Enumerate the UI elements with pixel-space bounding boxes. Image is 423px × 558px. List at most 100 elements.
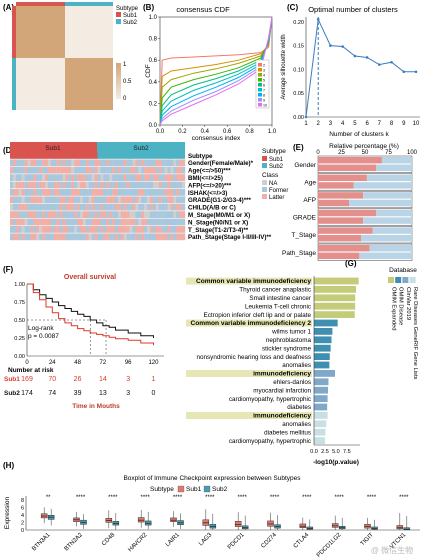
d-cell xyxy=(176,181,180,189)
panel-h-legend-sub2: Sub2 xyxy=(212,486,228,493)
d-cell xyxy=(65,174,69,181)
d-cell xyxy=(39,196,43,204)
d-cell xyxy=(77,159,81,167)
c-ytick-label: 0.10 xyxy=(293,67,304,73)
e-category-label: Path_Stage xyxy=(282,250,316,257)
d-cell xyxy=(88,203,92,211)
d-cell xyxy=(74,203,78,211)
b-ytick-label: 0.6 xyxy=(149,58,158,64)
enrichment-term-label: nonsyndromic hearing loss and deafness xyxy=(197,354,311,361)
d-cell xyxy=(80,166,84,174)
risk-value: 39 xyxy=(74,390,82,397)
d-cell xyxy=(91,189,95,196)
d-cell xyxy=(21,218,25,226)
d-cell xyxy=(33,174,37,181)
d-cell xyxy=(115,203,119,211)
box-Sub1-PDCD1 xyxy=(234,521,242,527)
risk-value: 169 xyxy=(21,376,33,383)
significance-mark: **** xyxy=(205,495,215,501)
d-cell xyxy=(158,174,162,181)
silhouette-point-k6 xyxy=(365,56,369,59)
d-cell xyxy=(77,196,81,204)
e-bar-latter xyxy=(318,192,364,199)
d-cell xyxy=(45,203,49,211)
d-cell xyxy=(123,181,127,189)
d-cell xyxy=(74,189,78,196)
d-cell xyxy=(77,233,81,241)
silhouette-point-k7 xyxy=(378,63,381,66)
d-cell xyxy=(112,159,116,167)
panel-c: (C) Optimal number of clusters 1 2 3 4 5 6 7 8 9… xyxy=(281,3,420,138)
d-cell xyxy=(135,233,139,241)
d-cell xyxy=(82,233,87,241)
d-cell xyxy=(59,159,63,167)
d-cell xyxy=(15,233,19,241)
d-cell xyxy=(82,218,87,226)
d-cell xyxy=(71,203,75,211)
d-cell xyxy=(100,189,104,196)
e-bar-latter xyxy=(318,199,350,207)
d-cell xyxy=(117,218,122,226)
panel-f-label: (F) xyxy=(3,265,14,274)
d-cell xyxy=(144,196,148,204)
d-cell xyxy=(100,181,104,189)
d-cell xyxy=(62,174,66,181)
d-cell xyxy=(117,166,122,174)
d-cell xyxy=(24,166,28,174)
d-cell xyxy=(30,226,34,233)
b-legend-swatch-8 xyxy=(258,93,262,97)
d-cell xyxy=(33,218,37,226)
panel-g: (G) Common variable immunodeficiency Thyr… xyxy=(186,259,418,466)
panel-h-gene-labels: BTN3A1 BTN2A2 CD48 HAVCR2 LAIR1 LAG3 PDCD1 CD27… xyxy=(31,532,407,558)
d-cell xyxy=(36,174,40,181)
d-cell xyxy=(97,218,101,226)
d-cell xyxy=(123,233,127,241)
cdf-line-k9 xyxy=(159,16,273,126)
d-cell xyxy=(18,174,22,181)
d-cell xyxy=(164,196,168,204)
box-Sub2-CD48 xyxy=(112,521,120,526)
d-cell xyxy=(74,211,78,218)
d-cell xyxy=(103,196,107,204)
panel-e-x-ticks: 0 25 50 75 100 xyxy=(316,150,417,156)
scale-gradient-bar xyxy=(116,63,121,99)
risk-row-name: Sub1 xyxy=(4,376,20,383)
d-row-label: CHILD(A/B or C) xyxy=(188,205,236,212)
d-cell xyxy=(33,211,37,218)
d-cell xyxy=(117,233,122,241)
d-cell xyxy=(53,196,57,204)
d-cell xyxy=(150,233,154,241)
panel-c-y-ticks: 0.00 0.05 0.10 0.15 0.20 xyxy=(293,20,304,121)
box-Sub1-TIGIT xyxy=(364,524,371,529)
d-cell xyxy=(164,203,168,211)
d-cell xyxy=(167,233,171,241)
b-legend-swatch-7 xyxy=(258,88,262,92)
d-cell xyxy=(138,203,142,211)
b-legend-label-6: 6 xyxy=(263,84,265,88)
d-cell xyxy=(147,226,151,233)
enrichment-bar xyxy=(314,344,331,352)
term-highlight xyxy=(186,412,312,419)
d-cell xyxy=(129,203,133,211)
d-cell xyxy=(21,181,25,189)
d-cell xyxy=(152,181,157,189)
e-bar-latter xyxy=(318,209,377,217)
gene-label: BTN2A2 xyxy=(64,532,85,553)
box-Sub2-VTCN1 xyxy=(403,527,411,530)
d-cell xyxy=(80,226,84,233)
consensus-block-sub2 xyxy=(65,58,113,110)
d-cell xyxy=(50,189,54,196)
d-cell xyxy=(132,189,136,196)
d-cell xyxy=(85,181,89,189)
d-cell xyxy=(123,218,127,226)
d-cell xyxy=(141,181,145,189)
d-cell xyxy=(115,218,119,226)
d-cell xyxy=(56,211,60,218)
enrichment-term-label: Common variable immunodeficiency 2 xyxy=(190,320,311,327)
d-cell xyxy=(115,196,119,204)
d-cell xyxy=(182,203,186,211)
d-cell xyxy=(176,203,180,211)
d-cell xyxy=(80,189,84,196)
d-cell xyxy=(132,196,136,204)
d-cell xyxy=(30,159,34,167)
